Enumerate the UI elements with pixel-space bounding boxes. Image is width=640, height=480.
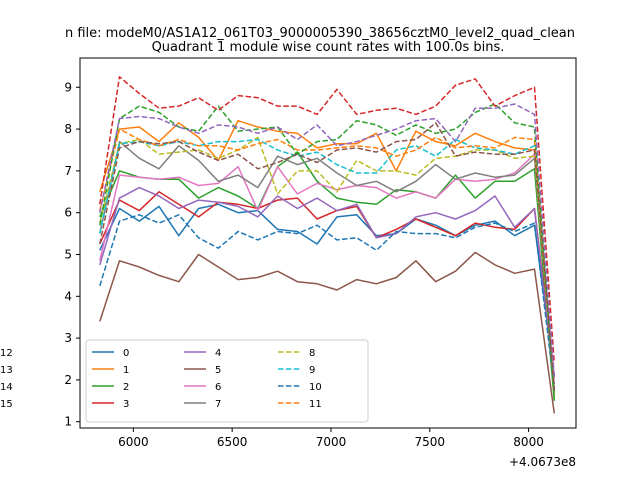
y-tick-label: 4 — [64, 289, 72, 303]
x-tick-label: 8000 — [513, 435, 544, 449]
series-line-3 — [99, 191, 556, 378]
series-line-14 — [99, 103, 556, 378]
x-tick-label: 7500 — [414, 435, 445, 449]
series-layer — [99, 76, 556, 414]
series-line-9 — [99, 138, 556, 391]
series-line-8 — [99, 136, 556, 393]
y-tick-label: 6 — [64, 206, 72, 220]
legend-label-14: 14 — [0, 382, 13, 393]
legend-frame — [85, 339, 369, 423]
y-tick-label: 1 — [64, 415, 72, 429]
legend-label-4: 4 — [215, 348, 221, 359]
legend-label-7: 7 — [215, 399, 221, 410]
legend-label-3: 3 — [123, 399, 129, 410]
y-tick-label: 8 — [64, 122, 72, 136]
series-line-2 — [99, 151, 556, 401]
y-tick-label: 3 — [64, 331, 72, 345]
series-line-11 — [99, 128, 556, 393]
legend-label-9: 9 — [309, 365, 315, 376]
plot-frame — [79, 57, 577, 429]
y-tick-label: 7 — [64, 164, 72, 178]
legend-label-11: 11 — [309, 399, 322, 410]
series-line-6 — [99, 153, 556, 378]
chart-title: Quadrant 1 module wise count rates with … — [152, 40, 505, 55]
series-line-15 — [99, 122, 556, 391]
legend-label-13: 13 — [0, 365, 13, 376]
x-offset-label: +4.0673e8 — [509, 455, 576, 469]
y-tick-label: 2 — [64, 373, 72, 387]
x-tick-label: 6500 — [217, 435, 248, 449]
series-line-4 — [99, 186, 556, 385]
axes: 6000 6500 7000 7500 8000 1 2 3 4 5 6 7 8 9 — [64, 80, 543, 449]
legend-label-5: 5 — [215, 365, 221, 376]
series-line-12 — [99, 103, 556, 399]
legend-label-1: 1 — [123, 365, 129, 376]
legend-label-15: 15 — [0, 399, 13, 410]
series-line-5 — [99, 251, 556, 414]
legend-label-6: 6 — [215, 382, 221, 393]
y-tick-label: 5 — [64, 247, 72, 261]
series-line-10 — [99, 214, 556, 389]
legend-label-10: 10 — [309, 382, 322, 393]
series-line-7 — [99, 140, 556, 393]
x-tick-label: 7000 — [316, 435, 347, 449]
legend-label-12: 12 — [0, 348, 13, 359]
y-tick-label: 9 — [64, 80, 72, 94]
series-line-13 — [99, 76, 556, 364]
figure-suptitle: n file: modeM0/AS1A12_061T03_9000005390_… — [65, 26, 575, 41]
legend-label-2: 2 — [123, 382, 129, 393]
legend-label-8: 8 — [309, 348, 315, 359]
x-tick-label: 6000 — [118, 435, 149, 449]
legend-label-0: 0 — [123, 348, 129, 359]
